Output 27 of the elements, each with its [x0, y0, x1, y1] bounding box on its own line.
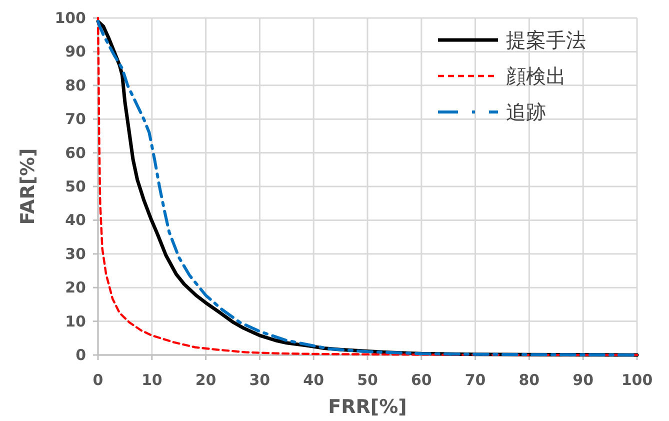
- x-tick-label: 20: [195, 371, 216, 389]
- y-tick-label: 10: [65, 312, 86, 330]
- x-tick-label: 60: [410, 371, 432, 389]
- y-tick-label: 60: [65, 144, 86, 162]
- x-axis-title: FRR[%]: [328, 396, 407, 418]
- x-tick-label: 80: [518, 371, 540, 389]
- x-tick-label: 70: [464, 371, 486, 389]
- legend-label: 顔検出: [506, 64, 566, 88]
- legend-label: 提案手法: [506, 28, 586, 52]
- x-tick-label: 30: [249, 371, 270, 389]
- x-tick-label: 90: [572, 371, 594, 389]
- y-axis-title: FAR[%]: [17, 148, 39, 225]
- y-tick-label: 40: [65, 211, 86, 230]
- x-tick-label: 50: [357, 371, 378, 389]
- y-tick-label: 50: [65, 178, 86, 196]
- y-tick-label: 100: [54, 9, 86, 27]
- x-tick-label: 100: [621, 371, 653, 389]
- x-tick-label: 0: [92, 371, 104, 389]
- y-tick-label: 70: [65, 110, 86, 128]
- y-tick-label: 20: [65, 278, 86, 297]
- y-tick-label: 0: [76, 346, 86, 364]
- x-tick-label: 10: [141, 371, 162, 389]
- y-tick-label: 30: [65, 244, 86, 263]
- y-tick-label: 90: [65, 42, 86, 61]
- x-tick-label: 40: [303, 371, 324, 389]
- legend-label: 追跡: [506, 100, 546, 124]
- y-tick-label: 80: [65, 76, 86, 94]
